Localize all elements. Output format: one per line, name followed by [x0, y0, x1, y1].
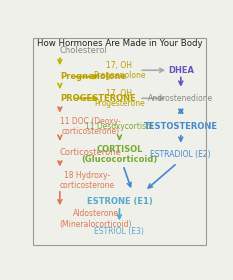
Text: 11 DOC (Deoxy-
corticosterone): 11 DOC (Deoxy- corticosterone) [60, 116, 120, 136]
Text: TESTOSTERONE: TESTOSTERONE [144, 122, 218, 131]
Text: Pregnenolone: Pregnenolone [60, 72, 126, 81]
Text: PROGESTERONE: PROGESTERONE [60, 94, 136, 103]
Text: 18 Hydroxy-
corticosterone: 18 Hydroxy- corticosterone [60, 171, 115, 190]
Text: 17, OH
Progesterone: 17, OH Progesterone [94, 88, 145, 108]
Text: 11 Desoxycortisol: 11 Desoxycortisol [86, 122, 153, 131]
Text: 17, OH
Pregnenolone: 17, OH Pregnenolone [93, 60, 146, 80]
Text: Cholesterol: Cholesterol [60, 46, 108, 55]
Text: CORTISOL
(Glucocorticoid): CORTISOL (Glucocorticoid) [81, 145, 158, 164]
Text: ESTRIOL (E3): ESTRIOL (E3) [94, 227, 144, 236]
Text: Corticosterone: Corticosterone [60, 148, 122, 157]
Text: Aldosterone
(Mineralocorticoid): Aldosterone (Mineralocorticoid) [60, 209, 132, 229]
Text: Androstenedione: Androstenedione [148, 94, 213, 103]
Text: ESTRONE (E1): ESTRONE (E1) [86, 197, 152, 206]
Text: ESTRADIOL (E2): ESTRADIOL (E2) [151, 150, 211, 159]
Text: How Hormones Are Made in Your Body: How Hormones Are Made in Your Body [37, 39, 202, 48]
Text: DHEA: DHEA [168, 66, 194, 75]
